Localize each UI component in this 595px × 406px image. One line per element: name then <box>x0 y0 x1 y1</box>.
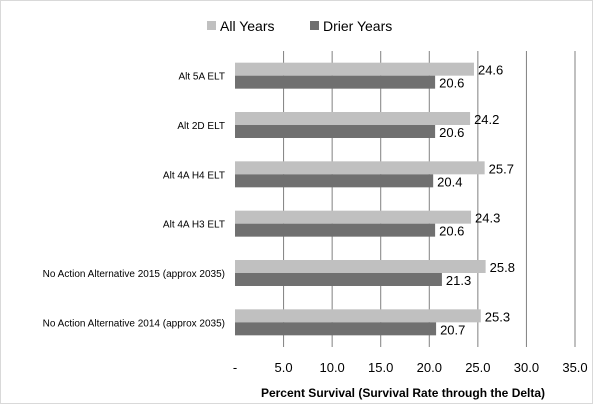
x-tick-label: 10.0 <box>319 360 344 375</box>
bar-drier-years <box>235 125 436 138</box>
bar-drier-years <box>235 322 437 336</box>
bar-all-years <box>235 112 471 125</box>
data-label: 25.7 <box>489 161 514 176</box>
bar-drier-years <box>235 223 436 237</box>
bar-all-years <box>235 260 486 273</box>
bars <box>235 62 486 336</box>
bar-drier-years <box>235 273 442 286</box>
data-label: 24.3 <box>475 211 500 226</box>
legend-label: Drier Years <box>323 18 392 34</box>
category-label: No Action Alternative 2015 (approx 2035) <box>43 269 225 280</box>
x-tick-label: 25.0 <box>465 360 490 375</box>
category-labels: Alt 5A ELT Alt 2D ELT Alt 4A H4 ELT Alt 4A … <box>43 72 225 330</box>
x-tick-label: 5.0 <box>275 360 293 375</box>
category-label: No Action Alternative 2014 (approx 2035) <box>43 318 225 329</box>
data-label: 24.6 <box>478 63 503 78</box>
legend-label: All Years <box>220 18 274 34</box>
data-label: 20.6 <box>439 125 464 140</box>
bar-drier-years <box>235 174 434 188</box>
category-label: Alt 5A ELT <box>178 72 225 83</box>
x-axis-title: Percent Survival (Survival Rate through … <box>261 386 545 400</box>
data-label: 20.4 <box>437 174 462 189</box>
data-label: 25.3 <box>485 309 510 324</box>
x-tick-label: 30.0 <box>514 360 539 375</box>
data-label: 20.6 <box>439 76 464 91</box>
legend-swatch <box>207 21 216 30</box>
x-tick-label: - <box>233 360 237 375</box>
category-label: Alt 4A H3 ELT <box>163 220 225 231</box>
legend: All Years Drier Years <box>207 18 392 34</box>
legend-swatch <box>310 21 319 30</box>
x-tick-label: 15.0 <box>368 360 393 375</box>
data-label: 20.6 <box>439 224 464 239</box>
bar-all-years <box>235 62 474 76</box>
category-label: Alt 2D ELT <box>177 121 225 132</box>
bar-all-years <box>235 161 485 175</box>
x-tick-label: 35.0 <box>562 360 587 375</box>
x-tick-label: 20.0 <box>417 360 442 375</box>
bar-all-years <box>235 210 472 224</box>
data-label: 24.2 <box>474 112 499 127</box>
bar-all-years <box>235 309 481 323</box>
x-tick-labels: - 5.0 10.0 15.0 20.0 25.0 30.0 35.0 <box>233 360 588 375</box>
bar-drier-years <box>235 75 436 89</box>
value-labels: 24.6 20.6 24.2 20.6 25.7 20.4 24.3 20.6 25.8 21.3… <box>437 63 515 338</box>
data-label: 21.3 <box>446 273 471 288</box>
data-label: 20.7 <box>440 322 465 337</box>
category-label: Alt 4A H4 ELT <box>163 170 225 181</box>
grid-lines <box>283 51 576 347</box>
data-label: 25.8 <box>490 260 515 275</box>
